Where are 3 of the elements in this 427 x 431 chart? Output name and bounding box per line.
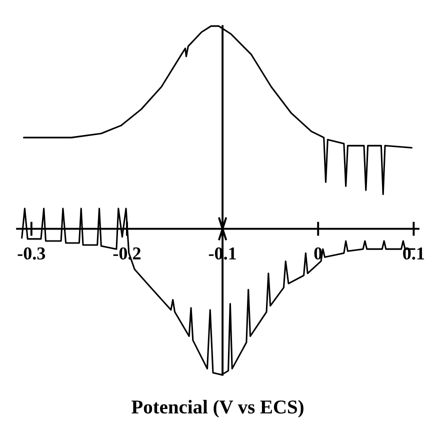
x-axis-title: Potencial (V vs ECS) [132,400,304,418]
x-tick-label: -0.3 [18,247,46,260]
x-tick-label: 0.1 [403,247,424,260]
